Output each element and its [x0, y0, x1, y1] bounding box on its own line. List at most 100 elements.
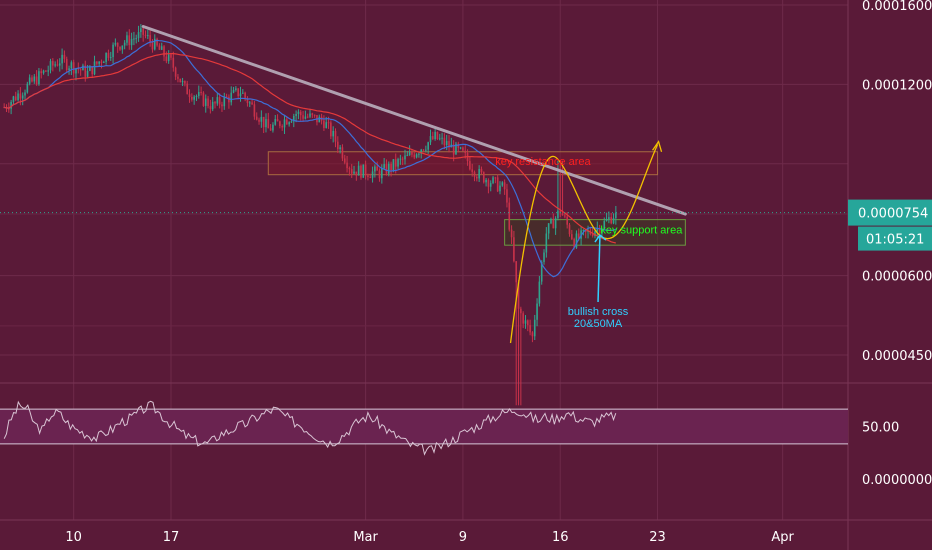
candle-body [246, 97, 249, 103]
candle-body [232, 89, 235, 93]
candle-body [309, 113, 311, 117]
candle-body [517, 282, 520, 309]
candle-body [58, 63, 61, 66]
candle-body [230, 92, 233, 103]
candle-body [385, 164, 388, 174]
candle-body [434, 131, 436, 140]
candle-body [353, 171, 355, 174]
candle-body [223, 96, 226, 107]
candle-body [100, 61, 103, 63]
candle-body [299, 111, 302, 116]
candle-body [211, 101, 214, 110]
candle-body [367, 175, 369, 178]
candle-body [255, 116, 258, 120]
candle-body [346, 162, 348, 169]
candle-body [554, 218, 557, 229]
candle-body [350, 169, 353, 174]
last-price-tag [848, 199, 932, 226]
candle-body [515, 261, 518, 283]
candle-body [70, 62, 73, 69]
candle-body [584, 230, 587, 233]
candle-body [336, 141, 339, 150]
ma-20-line [4, 39, 617, 278]
x-tick-label: 10 [65, 530, 82, 545]
candle-body [448, 141, 450, 148]
candle-body [31, 77, 33, 82]
breakout-projection [601, 144, 659, 240]
axes: 10 17 Mar 9 16 23 Apr 0.0001600 0.0001200 0.00006… [65, 0, 932, 545]
candle-body [357, 165, 360, 176]
rsi-panel [3, 400, 617, 456]
candle-body [471, 169, 474, 172]
candle-body [427, 142, 429, 150]
candle-body [418, 153, 420, 155]
candle-body [24, 92, 26, 96]
candle-body [242, 92, 244, 94]
bullish-cross-arrowhead [594, 233, 607, 243]
candle-body [529, 325, 531, 333]
candle-body [79, 69, 82, 71]
candle-body [459, 147, 462, 149]
candle-body [330, 122, 332, 137]
candle-body [209, 106, 212, 110]
candle-body [462, 147, 464, 151]
candle-body [404, 155, 406, 160]
candle-body [543, 252, 545, 262]
candle-body [455, 143, 457, 155]
candle-body [399, 158, 402, 160]
candle-body [186, 83, 189, 95]
candle-body [376, 166, 379, 171]
candle-body [156, 38, 158, 46]
candle-body [464, 150, 467, 153]
trendline [141, 25, 687, 216]
candle-body [204, 98, 207, 106]
candle-body [401, 158, 404, 160]
ma-50-line [4, 52, 616, 244]
candle-body [612, 218, 615, 224]
candle-body [172, 57, 175, 68]
candle-body [253, 104, 256, 117]
moving-averages [4, 39, 617, 278]
candle-body [65, 58, 68, 70]
candle-body [429, 136, 432, 143]
candle-body [121, 45, 124, 50]
candle-body [482, 172, 485, 183]
candle-body [56, 64, 59, 66]
candle-body [408, 152, 411, 156]
candle-body [327, 122, 330, 124]
candle-body [394, 159, 397, 167]
candle-body [160, 46, 163, 50]
candle-body [596, 227, 599, 232]
candle-body [522, 313, 524, 324]
candle-body [283, 119, 286, 128]
candle-body [63, 54, 66, 59]
x-tick-label: 16 [552, 530, 569, 545]
candle-body [102, 61, 105, 63]
candle-body [279, 121, 281, 127]
candle-body [348, 168, 351, 170]
candle-body [72, 62, 75, 74]
candle-body [61, 54, 63, 64]
candle-body [431, 136, 434, 140]
candle-body [174, 67, 177, 77]
candle-body [258, 119, 260, 122]
candle-body [469, 161, 471, 170]
candle-body [126, 35, 128, 43]
candle-body [123, 42, 126, 46]
candle-body [144, 34, 147, 36]
candle-body [478, 168, 480, 179]
candle-body [228, 97, 230, 103]
candle-body [536, 303, 538, 320]
candle-body [147, 35, 149, 37]
candle-body [524, 320, 527, 324]
resistance-label: key resistance area [495, 156, 591, 168]
candle-body [487, 179, 490, 187]
candle-body [244, 92, 246, 98]
candle-body [281, 126, 284, 128]
candle-body [295, 113, 297, 116]
candle-body [38, 71, 40, 85]
x-tick-label: 17 [163, 530, 180, 545]
candle-body [531, 332, 534, 337]
cup-projection [509, 155, 603, 344]
